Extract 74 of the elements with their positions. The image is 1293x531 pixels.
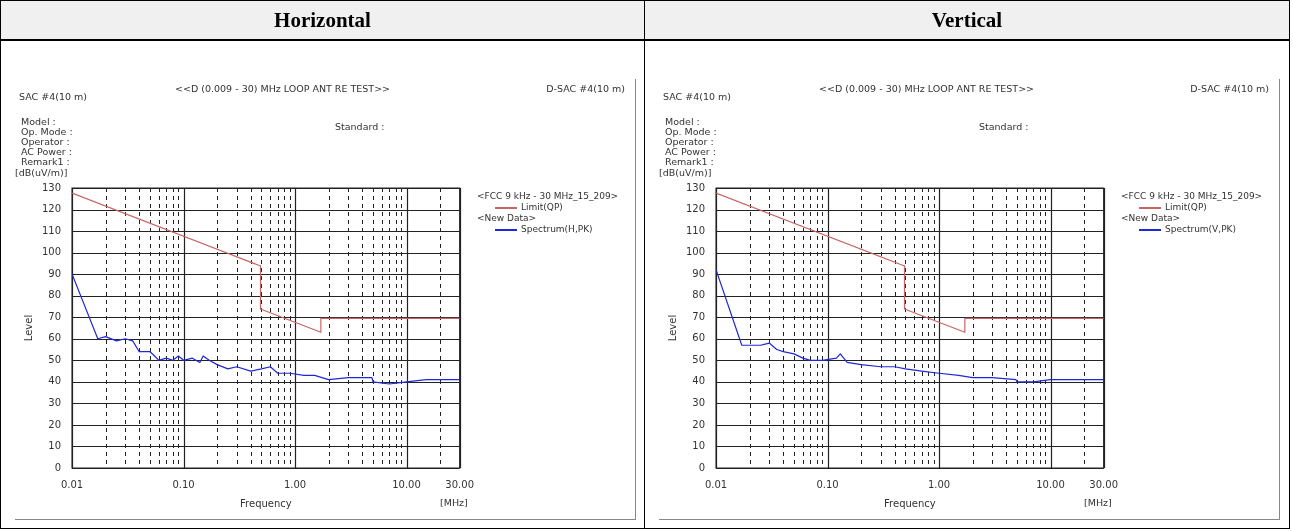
legend-label: Spectrum(V,PK) <box>1165 224 1236 235</box>
chart-title: Horizontal <box>1 1 644 41</box>
x-tick-label: 10.00 <box>392 478 421 490</box>
text: Op. Mode : <box>21 126 73 137</box>
y-tick-label: 100 <box>41 246 62 258</box>
x-tick-label: 0.01 <box>60 478 84 490</box>
y-tick-label: 50 <box>48 353 62 365</box>
y-axis-title: Level <box>22 314 34 342</box>
x-tick-label: 30.00 <box>445 478 475 490</box>
text: D-SAC #4(10 m) <box>1190 83 1269 94</box>
text: <New Data> <box>477 213 538 224</box>
x-axis-title: Frequency <box>240 497 292 509</box>
x-tick-label: 30.00 <box>1089 478 1119 490</box>
legend-label: Spectrum(H,PK) <box>521 224 593 235</box>
y-tick-label: 110 <box>41 224 62 236</box>
text: [MHz] <box>1084 497 1112 508</box>
text: AC Power : <box>665 146 717 157</box>
x-tick-label: 10.00 <box>1036 478 1065 490</box>
text: Model : <box>665 116 701 127</box>
text: Operator : <box>665 136 715 147</box>
y-tick-label: 30 <box>48 396 62 408</box>
x-tick-label: 0.10 <box>172 478 195 490</box>
y-tick-label: 70 <box>48 310 62 322</box>
text: D-SAC #4(10 m) <box>546 83 625 94</box>
legend-title: <FCC 9 kHz - 30 MHz_15_209> <box>1121 191 1263 202</box>
legend-title: <FCC 9 kHz - 30 MHz_15_209> <box>477 191 619 202</box>
text: <<D (0.009 - 30) MHz LOOP ANT RE TEST>> <box>175 83 391 94</box>
y-tick-label: 20 <box>48 418 62 430</box>
y-tick-label: 40 <box>48 375 62 387</box>
y-tick-label: 50 <box>692 353 706 365</box>
text: AC Power : <box>21 146 73 157</box>
y-tick-label: 100 <box>685 246 706 258</box>
y-tick-label: 130 <box>685 181 706 193</box>
x-axis-title: Frequency <box>884 497 936 509</box>
text: SAC #4(10 m) <box>19 91 87 102</box>
y-tick-label: 20 <box>692 418 706 430</box>
text: Model : <box>21 116 57 127</box>
text: Op. Mode : <box>665 126 717 137</box>
y-tick-label: 110 <box>685 224 706 236</box>
text: <<D (0.009 - 30) MHz LOOP ANT RE TEST>> <box>819 83 1035 94</box>
text: <New Data> <box>1121 213 1182 224</box>
y-tick-label: 80 <box>48 289 62 301</box>
y-axis-title: Level <box>666 314 678 342</box>
y-tick-label: 60 <box>692 332 706 344</box>
y-tick-label: 60 <box>48 332 62 344</box>
y-tick-label: 90 <box>48 267 62 279</box>
y-tick-label: 10 <box>692 440 706 452</box>
y-tick-label: 120 <box>41 203 62 215</box>
x-tick-label: 1.00 <box>927 478 951 490</box>
y-tick-label: 130 <box>41 181 62 193</box>
y-tick-label: 0 <box>698 461 706 473</box>
text: Standard : <box>979 121 1029 132</box>
y-tick-label: 80 <box>692 289 706 301</box>
text: [dB(uV/m)] <box>659 167 712 178</box>
y-tick-label: 70 <box>692 310 706 322</box>
text: [dB(uV/m)] <box>15 167 68 178</box>
y-tick-label: 40 <box>692 375 706 387</box>
y-tick-label: 10 <box>48 440 62 452</box>
legend-label: Limit(QP) <box>1165 202 1207 213</box>
text: Operator : <box>21 136 71 147</box>
x-tick-label: 0.01 <box>704 478 728 490</box>
text: Remark1 : <box>665 156 715 167</box>
y-tick-label: 30 <box>692 396 706 408</box>
y-tick-label: 120 <box>685 203 706 215</box>
text: Remark1 : <box>21 156 71 167</box>
text: [MHz] <box>440 497 468 508</box>
x-tick-label: 0.10 <box>816 478 839 490</box>
x-tick-label: 1.00 <box>283 478 307 490</box>
y-tick-label: 90 <box>692 267 706 279</box>
y-tick-label: 0 <box>54 461 62 473</box>
text: Standard : <box>335 121 385 132</box>
chart-title: Vertical <box>645 1 1289 41</box>
text: SAC #4(10 m) <box>663 91 731 102</box>
legend-label: Limit(QP) <box>521 202 563 213</box>
